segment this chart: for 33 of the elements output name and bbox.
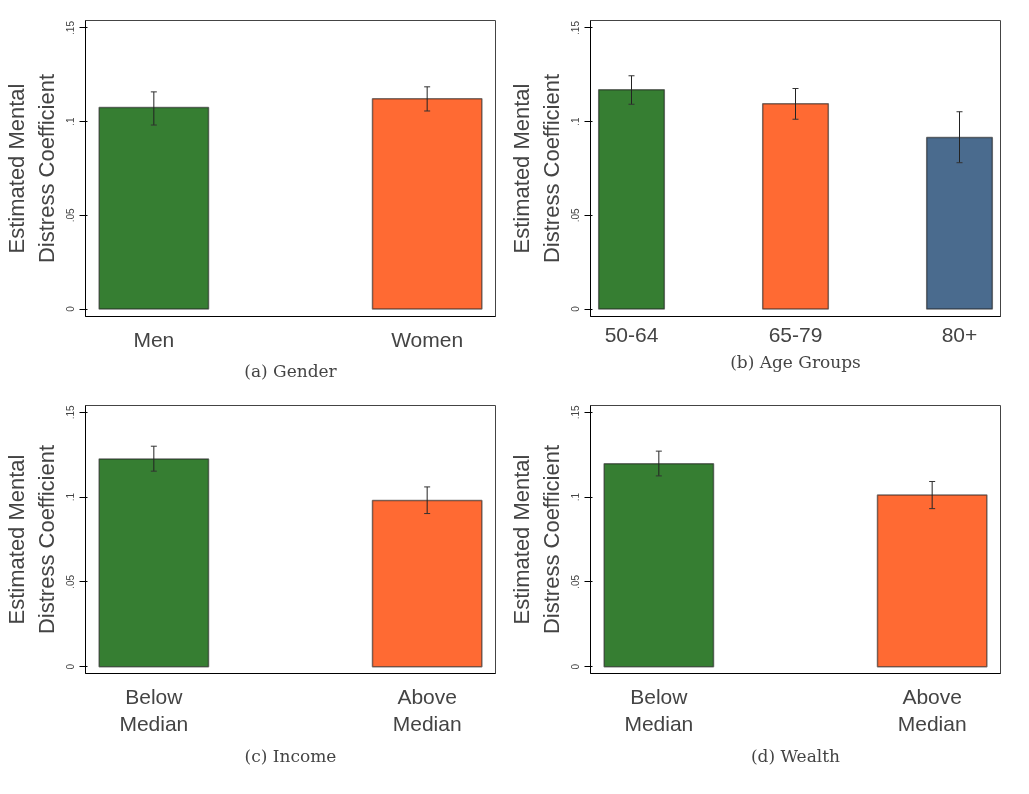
y-tick-label: .1 xyxy=(65,117,77,126)
y-tick-label: 0 xyxy=(65,663,77,670)
x-tick-label: 80+ xyxy=(941,322,978,346)
x-tick-label: 50-64 xyxy=(604,322,659,346)
x-tick-label: Above Median xyxy=(392,684,462,736)
y-tick-label: .05 xyxy=(570,574,582,589)
y-tick-label: .05 xyxy=(65,207,77,223)
y-tick-label: .1 xyxy=(570,492,582,502)
y-tick-label: 0 xyxy=(570,305,582,312)
x-tick-label: Below Median xyxy=(624,684,694,736)
y-tick-label: .15 xyxy=(65,404,77,420)
y-tick-label: 0 xyxy=(570,663,582,670)
y-tick-label: .05 xyxy=(65,574,77,589)
y-axis-title: Estimated Mental Distress Coefficient xyxy=(508,444,564,635)
y-tick-label: .1 xyxy=(65,492,77,502)
y-axis-title: Estimated Mental Distress Coefficient xyxy=(508,73,564,264)
x-tick-label: Below Median xyxy=(119,684,189,736)
text: (a) Gender xyxy=(244,360,338,381)
y-tick-label: .15 xyxy=(570,20,582,35)
text: (c) Income xyxy=(244,745,337,766)
y-tick-label: 0 xyxy=(65,305,77,312)
y-tick-label: .05 xyxy=(570,207,582,223)
y-tick-label: .15 xyxy=(65,20,77,35)
text: (d) Wealth xyxy=(750,745,841,766)
x-tick-label: Women xyxy=(391,327,464,351)
y-tick-label: .1 xyxy=(570,117,582,126)
x-tick-label: Men xyxy=(133,327,175,351)
y-axis-title: Estimated Mental Distress Coefficient xyxy=(3,444,59,635)
x-tick-label: 65-79 xyxy=(768,322,823,346)
y-tick-label: .15 xyxy=(570,404,582,420)
y-axis-title: Estimated Mental Distress Coefficient xyxy=(3,73,59,264)
text: (b) Age Groups xyxy=(730,351,861,372)
x-tick-label: Above Median xyxy=(897,684,967,736)
